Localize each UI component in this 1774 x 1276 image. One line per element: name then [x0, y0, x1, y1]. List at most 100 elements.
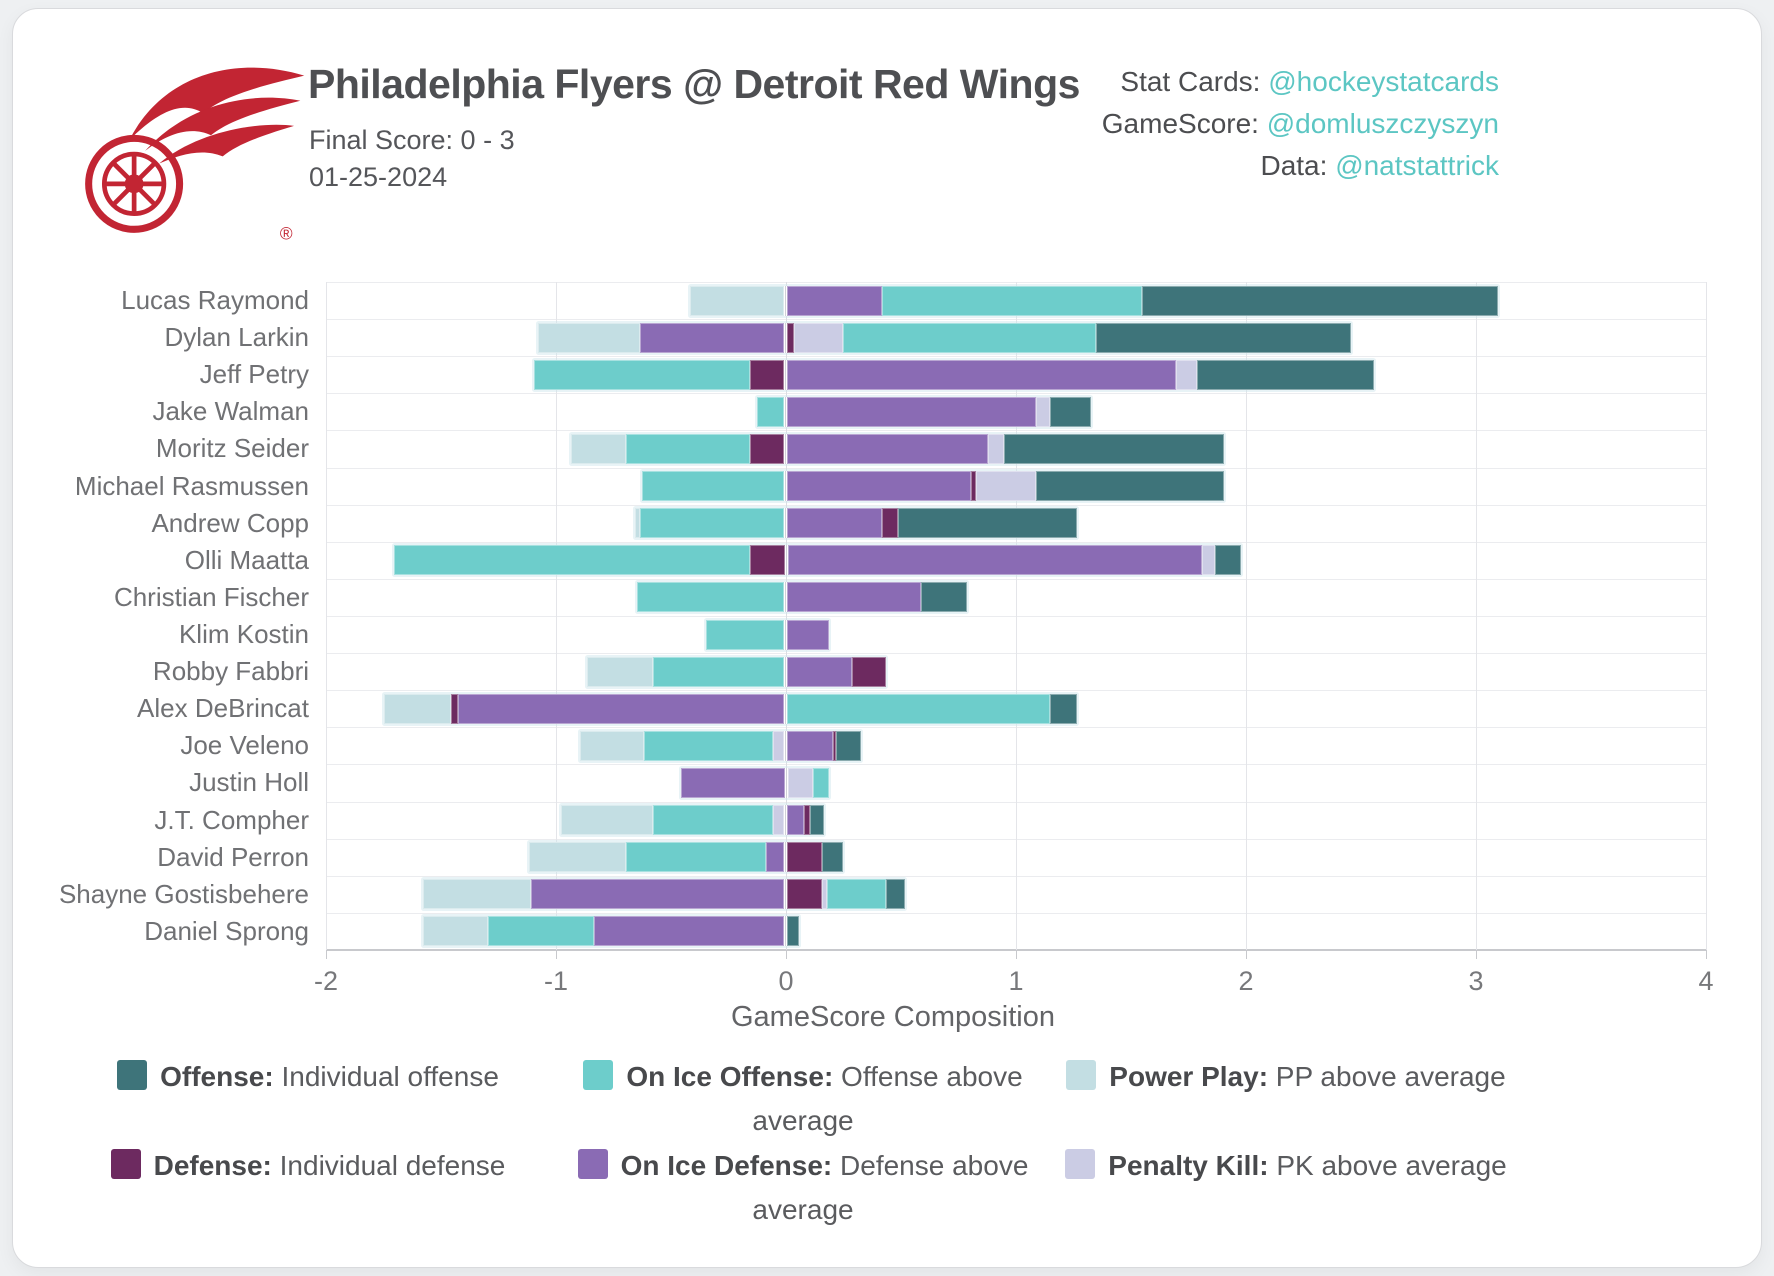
zero-line-gap [784, 730, 788, 761]
zero-line-gap [784, 842, 788, 873]
bar-segment-on-ice-defense [787, 508, 882, 539]
bar-segment-on-ice-defense [457, 693, 785, 724]
legend-entry-power-play: Power Play: PP above average [1061, 1055, 1511, 1099]
player-label: Andrew Copp [151, 507, 309, 538]
wing-feathers [129, 67, 305, 164]
bar-segment-defense [803, 805, 811, 836]
bar-segment-offense [920, 582, 967, 613]
player-label: Klim Kostin [178, 619, 309, 649]
gamescore-handle-link[interactable]: @domluszczyszyn [1266, 108, 1499, 139]
stat-cards-handle-link[interactable]: @hockeystatcards [1268, 66, 1499, 97]
zero-line-gap [784, 619, 788, 650]
bar-segment-on-ice-defense [787, 730, 834, 761]
zero-line-gap [784, 805, 788, 836]
bar-segment-on-ice-offense [881, 285, 1142, 316]
stat-card: ® Philadelphia Flyers @ Detroit Red Wing… [12, 8, 1762, 1268]
bar-segment-power-play [635, 508, 640, 539]
grid-line-0 [786, 282, 787, 950]
bar-segment-on-ice-offense [639, 508, 785, 539]
gamescore-bar [681, 768, 829, 798]
bar-segment-on-ice-offense [487, 916, 594, 947]
bar-segment-offense [810, 805, 825, 836]
grid-line-1 [1016, 282, 1017, 950]
bar-segment-offense [787, 916, 799, 947]
bar-segment-offense [1196, 359, 1374, 390]
x-tick-label: 1 [1008, 966, 1024, 996]
gamescore-bar [706, 619, 829, 650]
legend-entry-on-ice-defense: On Ice Defense: Defense above average [573, 1144, 1033, 1232]
bar-segment-on-ice-offense [625, 434, 750, 464]
gamescore-bar [529, 842, 843, 873]
bar-segment-on-ice-defense [787, 805, 804, 836]
bar-segment-defense [851, 656, 887, 687]
bar-segment-on-ice-offense [637, 582, 785, 613]
bar-segment-power-play [561, 805, 654, 836]
gamescore-bar [384, 693, 1078, 724]
bar-segment-on-ice-defense [787, 582, 921, 613]
bar-segment-penalty-kill [1176, 359, 1197, 390]
legend-label: Penalty Kill: [1108, 1150, 1269, 1181]
bar-segment-on-ice-defense [681, 768, 785, 798]
gamescore-bar [637, 582, 967, 613]
bar-segment-penalty-kill [987, 434, 1004, 464]
bar-segment-penalty-kill [772, 730, 785, 761]
x-tick-label: 4 [1698, 966, 1714, 996]
legend-entry-defense: Defense: Individual defense [108, 1144, 508, 1188]
bar-segment-defense [787, 842, 822, 873]
zero-line-gap [784, 396, 788, 427]
bar-segment-offense [1049, 693, 1078, 724]
bar-segment-defense [787, 322, 795, 353]
legend-label: Defense: [153, 1150, 272, 1181]
bar-segment-defense [450, 693, 458, 724]
legend-description: Offense above average [752, 1061, 1023, 1136]
zero-line-gap [784, 545, 788, 576]
bar-segment-on-ice-defense [593, 916, 785, 947]
legend-label: On Ice Offense: [626, 1061, 834, 1092]
bar-segment-offense [897, 508, 1078, 539]
x-tick-mark [326, 950, 327, 959]
legend-description: PK above average [1268, 1150, 1507, 1181]
grid-line-2 [1246, 282, 1247, 950]
legend-entry-penalty-kill: Penalty Kill: PK above average [1061, 1144, 1511, 1188]
gamescore-bar [579, 730, 862, 761]
credit-line-data: Data: @natstattrick [1102, 145, 1499, 187]
data-handle-link[interactable]: @natstattrick [1335, 150, 1499, 181]
zero-line-gap [784, 508, 788, 539]
zero-line-gap [784, 656, 788, 687]
bar-segment-defense [881, 508, 898, 539]
player-label: Dylan Larkin [164, 322, 309, 353]
x-tick-label: 3 [1468, 966, 1484, 996]
bar-segment-offense [886, 879, 905, 910]
player-label: Jake Walman [152, 396, 309, 427]
gamescore-bar [423, 916, 799, 947]
credit-line-stat-cards: Stat Cards: @hockeystatcards [1102, 61, 1499, 103]
bar-segment-offense [1141, 285, 1499, 316]
bar-segment-power-play [570, 434, 626, 464]
bar-segment-on-ice-defense [787, 396, 1036, 427]
x-tick-mark [1706, 950, 1707, 959]
grid-line--2 [326, 282, 327, 950]
x-tick-label: 0 [778, 966, 794, 996]
bar-segment-power-play [384, 693, 451, 724]
x-tick-mark [556, 950, 557, 959]
bar-segment-on-ice-offense [653, 656, 785, 687]
zero-line-gap [784, 285, 788, 316]
player-label: Lucas Raymond [121, 285, 309, 315]
gamescore-plot-area [326, 282, 1707, 959]
player-label: Jeff Petry [199, 359, 309, 390]
legend-label: On Ice Defense: [620, 1150, 833, 1181]
gamescore-bar [586, 656, 887, 687]
bar-segment-penalty-kill [794, 322, 843, 353]
bar-segment-defense [750, 545, 785, 576]
grid-line-4 [1706, 282, 1707, 950]
x-tick-mark [786, 950, 787, 959]
wheel-hub [124, 174, 144, 194]
zero-line-gap [784, 879, 788, 910]
credit-line-gamescore: GameScore: @domluszczyszyn [1102, 103, 1499, 145]
legend-swatch-penalty-kill [1065, 1149, 1096, 1179]
bar-segment-defense [749, 359, 785, 390]
gamescore-bar [533, 359, 1374, 390]
bar-segment-offense [835, 730, 862, 761]
page-title: Philadelphia Flyers @ Detroit Red Wings [308, 61, 1080, 107]
bar-segment-penalty-kill [1201, 545, 1216, 576]
